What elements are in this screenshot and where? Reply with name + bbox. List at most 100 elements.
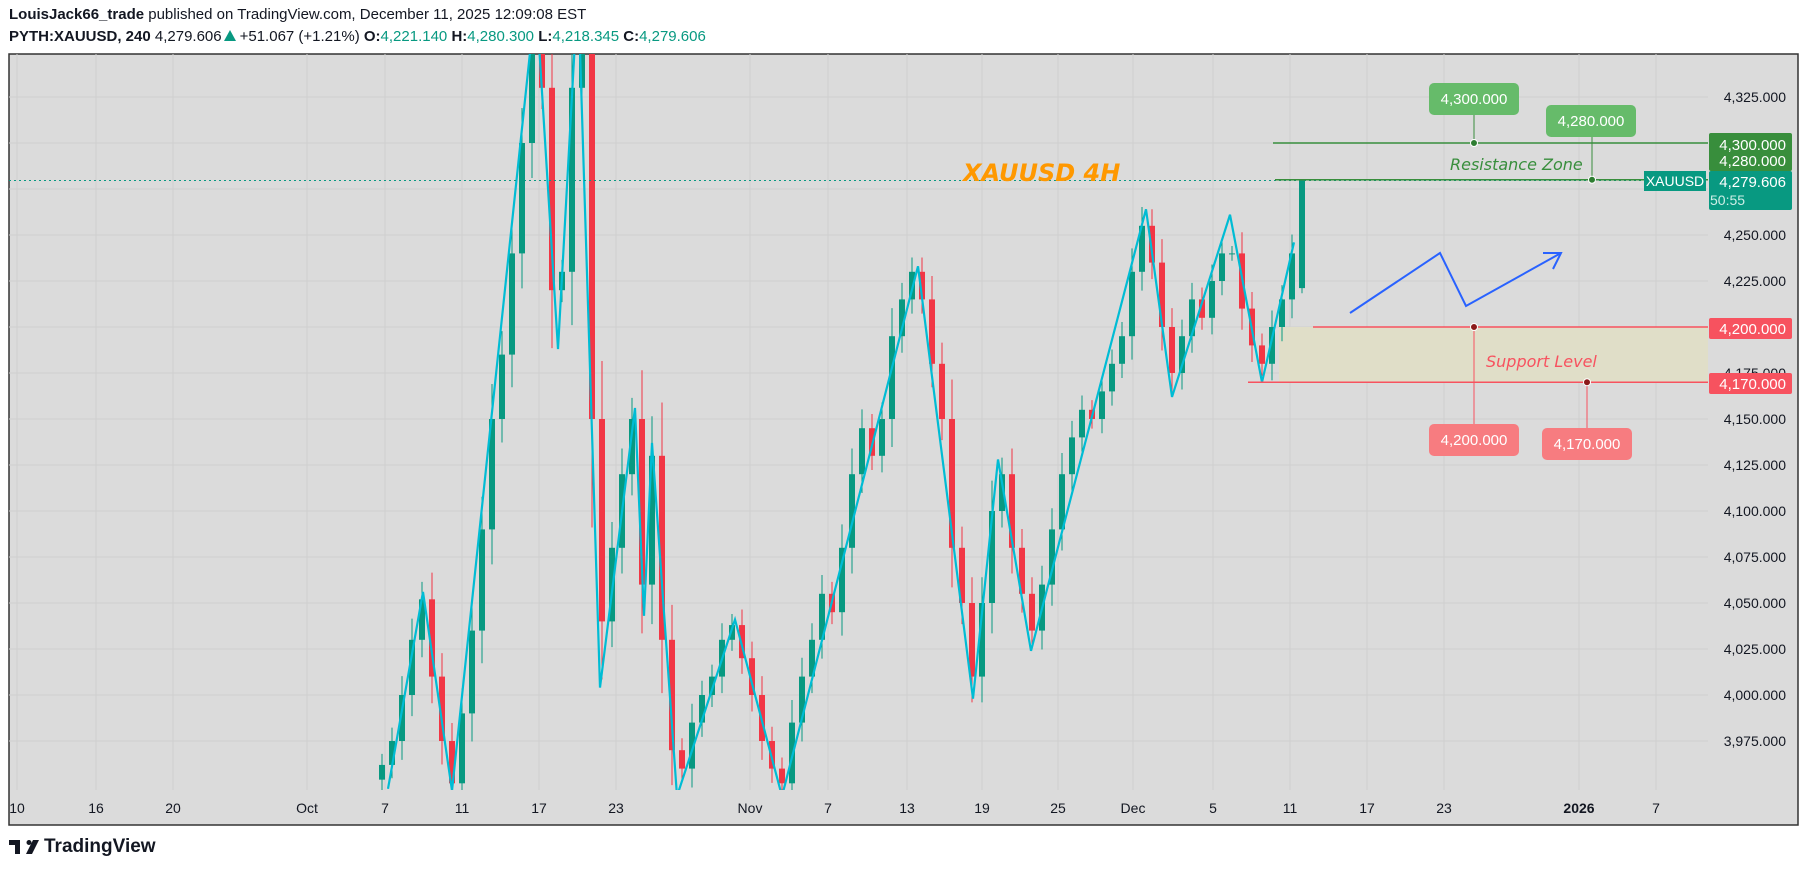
- candle: [969, 577, 975, 703]
- candle: [1119, 321, 1125, 379]
- support-zone: [1279, 327, 1708, 383]
- candle-body: [1079, 409, 1085, 438]
- symbol-tag-text: XAUUSD: [1646, 173, 1704, 189]
- candle: [1199, 287, 1205, 330]
- close-value: 4,279.606: [639, 28, 706, 45]
- price-callout-text: 4,200.000: [1441, 432, 1508, 449]
- projection-arrow: [1349, 251, 1562, 314]
- candle-body: [439, 676, 445, 741]
- last-price: 4,279.606: [154, 28, 222, 45]
- candle: [599, 361, 605, 680]
- triangle-up-icon: [223, 30, 236, 41]
- support-badge-text: 4,170.000: [1719, 376, 1786, 393]
- anchor-point[interactable]: [1588, 175, 1596, 184]
- time-tick-label: 13: [899, 800, 915, 816]
- time-tick-label: 7: [824, 800, 832, 816]
- price-callout[interactable]: [1542, 428, 1632, 460]
- candle-body: [519, 143, 525, 254]
- candle: [1299, 179, 1305, 294]
- candle: [1189, 282, 1195, 353]
- candle: [1169, 308, 1175, 392]
- candle: [1029, 577, 1035, 648]
- open-value: 4,221.140: [380, 28, 448, 45]
- time-tick-label: Oct: [296, 800, 318, 816]
- anchor-point[interactable]: [1470, 323, 1478, 331]
- candle-body: [399, 695, 405, 741]
- candle: [549, 54, 555, 349]
- time-tick-label: 7: [381, 800, 389, 816]
- candle-body: [999, 474, 1005, 511]
- high-value: 4,280.300: [467, 28, 535, 45]
- candle-body: [1009, 474, 1015, 548]
- time-tick-label: 25: [1050, 800, 1066, 816]
- candle-body: [669, 639, 675, 751]
- time-tick-label: 11: [1283, 800, 1298, 816]
- support-badge-text: 4,200.000: [1719, 321, 1786, 338]
- candle: [839, 524, 845, 636]
- candle: [709, 664, 715, 707]
- candle: [1209, 264, 1215, 335]
- candle: [669, 604, 675, 786]
- high-label: H:: [451, 28, 468, 45]
- candle: [439, 653, 445, 765]
- candle-body: [879, 419, 885, 456]
- candle: [379, 753, 385, 790]
- candle: [1269, 310, 1275, 381]
- tradingview-logo[interactable]: TradingView: [9, 836, 156, 858]
- candle: [859, 409, 865, 494]
- candle: [409, 618, 415, 717]
- resistance-badge-text: 4,300.000: [1719, 137, 1786, 154]
- candle-body: [1149, 225, 1155, 263]
- candle-body: [409, 639, 415, 695]
- close-label: C:: [623, 28, 640, 45]
- candle-body: [649, 455, 655, 585]
- candle: [879, 402, 885, 473]
- candle-body: [1199, 299, 1205, 318]
- candle: [629, 397, 635, 496]
- candle-body: [1059, 474, 1065, 530]
- candle-body: [699, 695, 705, 723]
- time-tick-label: 17: [531, 800, 547, 816]
- candle-body: [499, 354, 505, 419]
- chart-title: XAUUSD 4H: [961, 159, 1120, 187]
- author-name[interactable]: LouisJack66_trade: [9, 6, 145, 23]
- candle-body: [809, 639, 815, 677]
- price-callout[interactable]: [1429, 83, 1519, 115]
- candle-body: [1099, 391, 1105, 419]
- candle: [799, 657, 805, 742]
- candle-body: [819, 593, 825, 640]
- candle-body: [929, 299, 935, 364]
- candle-body: [859, 428, 865, 475]
- anchor-point[interactable]: [1583, 378, 1591, 387]
- candle-body: [599, 419, 605, 622]
- price-tick-label: 4,125.000: [1724, 457, 1786, 473]
- time-axis[interactable]: 10 16 20 Oct 7 11 17 23 Nov 7 13 19 25 Dec 5 11 17 23 2026…: [9, 800, 1660, 816]
- candle: [1149, 209, 1155, 280]
- candle-body: [979, 603, 985, 677]
- current-price-badge-text: 4,279.606: [1719, 174, 1786, 191]
- candle: [689, 703, 695, 788]
- candle: [949, 379, 955, 588]
- price-callout[interactable]: [1429, 424, 1519, 456]
- current-price-badge: [1709, 171, 1792, 210]
- candle-body: [939, 363, 945, 419]
- price-callout[interactable]: [1546, 105, 1636, 137]
- candle-body: [969, 603, 975, 677]
- candle-body: [509, 253, 515, 355]
- price-axis[interactable]: 4,325.0004,250.0004,225.0004,175.0004,15…: [1724, 89, 1786, 749]
- anchor-point[interactable]: [1470, 139, 1478, 147]
- price-callout-text: 4,170.000: [1554, 436, 1621, 453]
- candle-body: [1129, 271, 1135, 337]
- candle: [729, 614, 735, 651]
- price-tick-label: 3,975.000: [1724, 733, 1786, 749]
- candle-body: [1029, 593, 1035, 631]
- candle: [429, 572, 435, 704]
- support-level-label: Support Level: [1486, 352, 1597, 371]
- resistance-zone-label: Resistance Zone: [1450, 155, 1583, 174]
- time-tick-label: 11: [455, 800, 470, 816]
- candle-body: [949, 419, 955, 548]
- candle: [849, 448, 855, 574]
- candle: [1079, 395, 1085, 452]
- candle-body: [779, 768, 785, 784]
